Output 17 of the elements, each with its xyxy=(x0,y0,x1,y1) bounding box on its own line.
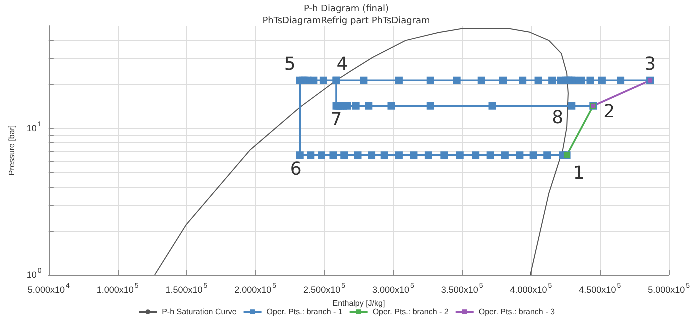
annotation: 4 xyxy=(336,54,348,76)
annotation: 7 xyxy=(330,110,342,131)
legend-label: Oper. Pts.: branch - 1 xyxy=(266,308,344,316)
annotation: 8 xyxy=(552,108,564,129)
annotation: 1 xyxy=(573,162,585,184)
x-axis-title: Enthalpy [J/kg] xyxy=(332,298,386,308)
line-series xyxy=(154,28,569,276)
annotation: 5 xyxy=(284,54,296,76)
legend-label: Oper. Pts.: branch - 2 xyxy=(372,308,450,316)
annotation: 6 xyxy=(290,158,302,180)
y-axis-title: Pressure [bar] xyxy=(8,125,16,176)
legend-label: P-h Saturation Curve xyxy=(162,308,238,316)
annotation: 3 xyxy=(644,54,656,76)
legend-label: Oper. Pts.: branch - 3 xyxy=(478,308,556,316)
chart-subtitle: PhTsDiagramRefrig part PhTsDiagram xyxy=(262,16,430,26)
chart-title: P-h Diagram (final) xyxy=(304,4,389,14)
annotation: 2 xyxy=(604,102,616,123)
